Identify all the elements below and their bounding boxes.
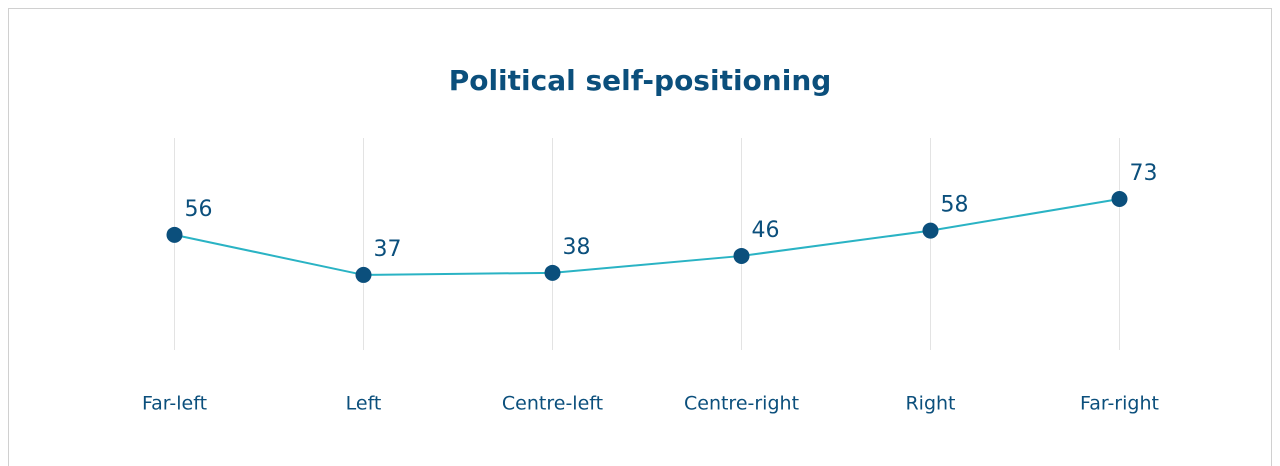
x-tick-label: Far-left xyxy=(142,393,207,415)
chart-frame xyxy=(8,8,1272,466)
marker xyxy=(733,247,750,264)
data-label: 58 xyxy=(941,193,969,218)
marker xyxy=(544,264,561,281)
line xyxy=(174,197,1120,276)
data-label: 73 xyxy=(1130,161,1158,186)
marker xyxy=(166,226,183,243)
x-tick-label: Centre-left xyxy=(502,393,603,415)
x-tick-label: Left xyxy=(346,393,382,415)
x-tick-label: Right xyxy=(905,393,955,415)
marker xyxy=(1111,190,1128,207)
chart-title: Political self-positioning xyxy=(449,64,832,97)
x-tick-label: Far-right xyxy=(1080,393,1159,415)
x-tick-label: Centre-right xyxy=(684,393,799,415)
data-label: 38 xyxy=(563,235,591,260)
marker xyxy=(922,222,939,239)
data-label: 37 xyxy=(374,237,402,262)
data-label: 46 xyxy=(752,218,780,243)
data-label: 56 xyxy=(185,197,213,222)
marker xyxy=(355,266,372,283)
